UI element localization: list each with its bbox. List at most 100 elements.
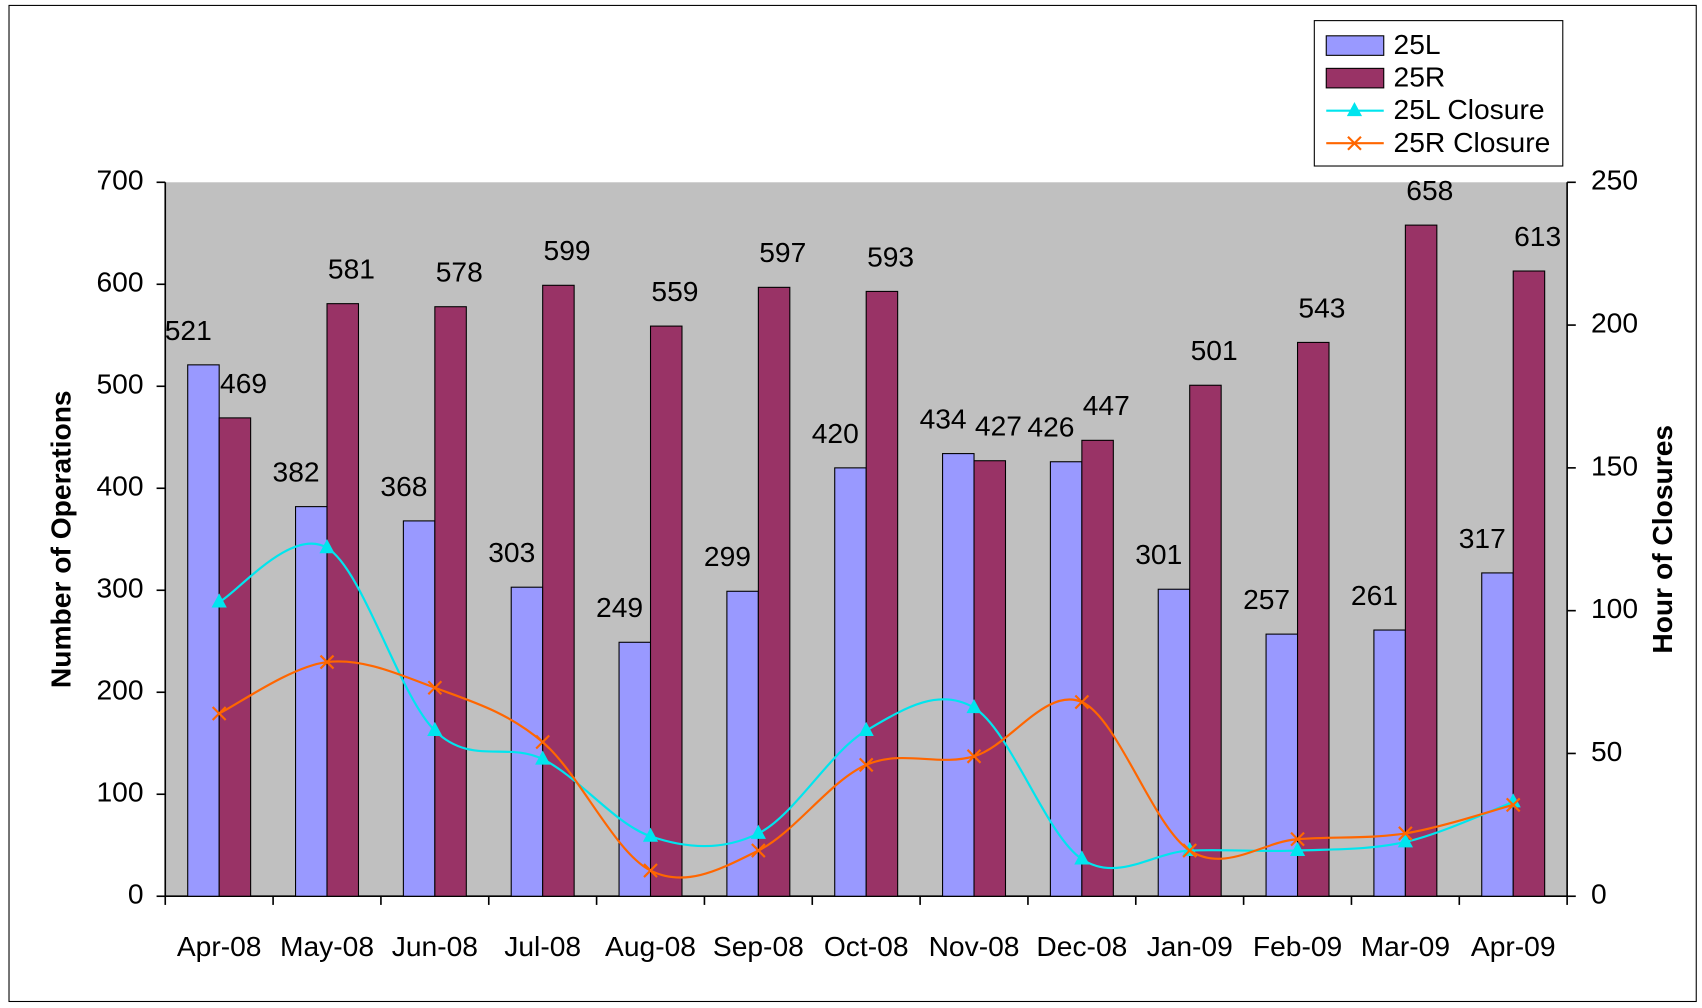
data-label: 613: [1514, 220, 1561, 252]
bar: [973, 460, 1007, 897]
x-tick-label: Feb-09: [1253, 930, 1342, 962]
bar: [510, 586, 544, 897]
y-tick-label: 300: [96, 572, 143, 604]
data-label: 543: [1298, 291, 1345, 323]
data-label: 301: [1135, 538, 1182, 570]
y-tick-label: 600: [96, 266, 143, 298]
bar: [649, 325, 683, 897]
marker: [319, 654, 335, 670]
bar: [295, 506, 328, 897]
legend-label: 25R Closure: [1394, 126, 1551, 158]
data-label: 261: [1351, 579, 1398, 611]
data-label: 249: [596, 591, 643, 623]
data-label: 447: [1083, 389, 1130, 421]
legend-label: 25R: [1394, 61, 1446, 93]
legend-swatch: [1325, 67, 1385, 89]
data-label: 593: [867, 240, 914, 272]
data-label: 599: [544, 234, 591, 266]
x-tick-label: Apr-08: [177, 930, 262, 962]
marker: [1398, 826, 1413, 841]
marker: [1505, 797, 1521, 813]
bar: [434, 306, 467, 897]
marker: [1505, 793, 1521, 808]
x-tick-label: Nov-08: [929, 930, 1020, 962]
legend-marker: [1346, 101, 1363, 117]
legend-swatch: [1325, 35, 1385, 56]
x-tick-label: Mar-09: [1361, 930, 1450, 962]
data-label: 597: [759, 236, 806, 268]
data-label: 427: [975, 410, 1022, 442]
legend-marker: [1347, 135, 1362, 151]
marker: [427, 680, 443, 696]
line-series: [218, 542, 1514, 870]
y-tick-label: 700: [96, 164, 143, 196]
data-label: 420: [812, 417, 859, 449]
marker: [858, 757, 874, 773]
x-tick-label: Jun-08: [392, 930, 478, 962]
data-label: 559: [651, 275, 698, 307]
data-label: 469: [220, 367, 267, 399]
y2-axis-title: Hour of Closures: [1646, 425, 1678, 654]
marker: [427, 721, 443, 737]
y2-tick-label: 100: [1591, 592, 1638, 624]
marker: [1074, 694, 1090, 710]
marker: [966, 749, 982, 764]
marker: [1289, 841, 1306, 856]
marker: [211, 593, 227, 608]
y-tick-label: 100: [96, 776, 143, 808]
legend-label: 25L Closure: [1394, 93, 1545, 125]
x-tick-label: Dec-08: [1036, 930, 1127, 962]
marker: [751, 843, 766, 858]
x-tick-label: Sep-08: [713, 930, 804, 962]
bar: [834, 467, 867, 897]
bar: [1373, 629, 1406, 897]
data-label: 581: [328, 253, 375, 285]
y2-tick-label: 50: [1591, 735, 1622, 767]
x-tick-label: Oct-08: [824, 930, 909, 962]
data-label: 521: [165, 314, 212, 346]
bar: [1296, 341, 1330, 897]
x-tick-label: Aug-08: [605, 930, 696, 962]
marker: [966, 699, 982, 714]
marker: [535, 750, 551, 765]
bar: [1481, 572, 1514, 897]
bar: [1265, 633, 1299, 897]
y-axis-title: Number of Operations: [45, 390, 77, 688]
bar: [187, 364, 220, 897]
bar: [542, 284, 575, 897]
bar: [942, 453, 975, 897]
x-tick-label: Apr-09: [1471, 930, 1556, 962]
marker: [750, 824, 766, 839]
y2-tick-label: 0: [1591, 878, 1607, 910]
bar: [1189, 384, 1222, 897]
legend-label: 25L: [1394, 28, 1441, 60]
y-tick-label: 0: [128, 878, 144, 910]
bar: [726, 590, 759, 897]
y2-tick-label: 250: [1591, 164, 1638, 196]
data-label: 658: [1406, 174, 1453, 206]
y-tick-label: 200: [96, 674, 143, 706]
marker: [1074, 850, 1090, 865]
bar: [218, 417, 252, 897]
x-tick-label: May-08: [280, 930, 374, 962]
y2-tick-label: 150: [1591, 449, 1638, 481]
marker: [535, 734, 550, 750]
bar: [402, 520, 436, 897]
data-label: 501: [1191, 334, 1238, 366]
bar: [1512, 270, 1546, 897]
bar: [326, 303, 360, 897]
data-label: 299: [704, 540, 751, 572]
x-tick-label: Jan-09: [1147, 930, 1233, 962]
y2-tick-label: 200: [1591, 307, 1638, 339]
marker: [1182, 843, 1197, 858]
data-label: 578: [436, 256, 483, 288]
data-label: 368: [380, 470, 427, 502]
data-label: 426: [1027, 411, 1074, 443]
marker: [858, 721, 874, 737]
data-label: 257: [1243, 583, 1290, 615]
marker: [642, 827, 659, 842]
marker: [1397, 833, 1413, 848]
bar: [1404, 224, 1438, 897]
data-label: 303: [488, 536, 535, 568]
